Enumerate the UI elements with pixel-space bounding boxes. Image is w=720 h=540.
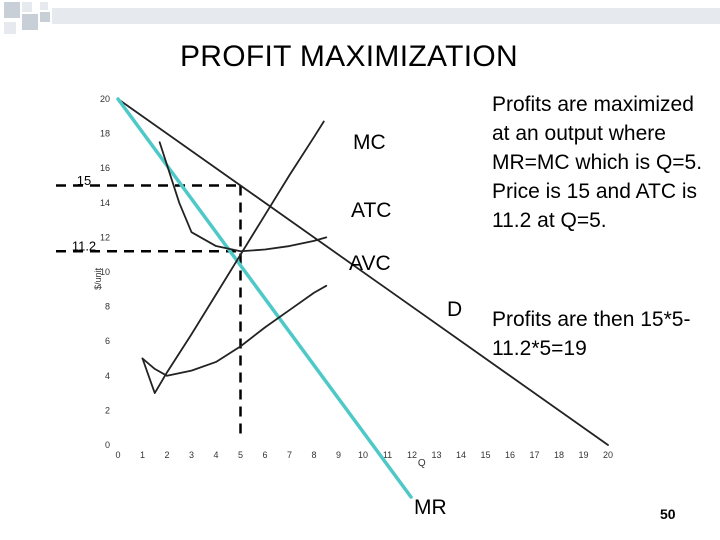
x-tick-label: 18 [554, 450, 564, 460]
x-tick-label: 7 [287, 450, 292, 460]
x-tick-label: 12 [407, 450, 417, 460]
guide-value-label: 15 [77, 173, 91, 188]
x-tick-label: 17 [529, 450, 539, 460]
curve-atc [158, 141, 328, 253]
guide-lines [56, 184, 242, 440]
y-axis-label: $/unit [93, 267, 103, 290]
deco-square [22, 2, 32, 12]
y-tick-label: 10 [100, 267, 110, 277]
x-tick-label: 6 [262, 450, 267, 460]
x-tick-label: 8 [311, 450, 316, 460]
curves [116, 97, 609, 499]
x-tick-label: 1 [140, 450, 145, 460]
y-tick-label: 14 [100, 198, 110, 208]
x-tick-label: 16 [505, 450, 515, 460]
x-tick-label: 0 [115, 450, 120, 460]
x-axis-label: Q [418, 458, 426, 469]
curve-label-avc: AVC [349, 252, 391, 275]
y-tick-label: 0 [105, 440, 110, 450]
y-tick-label: 8 [105, 302, 110, 312]
x-tick-label: 4 [213, 450, 218, 460]
deco-rule [52, 8, 720, 24]
x-tick-label: 15 [480, 450, 490, 460]
x-tick-label: 20 [603, 450, 613, 460]
deco-square [22, 14, 38, 30]
curve-d [117, 98, 609, 446]
y-tick-label: 2 [105, 405, 110, 415]
curve-mr [116, 97, 413, 499]
curve-avc [141, 284, 328, 377]
x-tick-label: 11 [383, 450, 392, 460]
deco-square [40, 12, 50, 22]
x-tick-label: 3 [189, 450, 194, 460]
deco-square [40, 2, 48, 10]
slide-title: PROFIT MAXIMIZATION [180, 40, 518, 73]
curve-label-mr: MR [414, 496, 447, 519]
curve-label-d: D [447, 298, 462, 321]
y-tick-label: 6 [105, 336, 110, 346]
explanation-paragraph-2: Profits are then 15*5-11.2*5=19 [492, 308, 691, 360]
y-tick-label: 12 [100, 232, 110, 242]
curve-mc [141, 120, 325, 395]
x-tick-label: 14 [456, 450, 466, 460]
y-tick-label: 18 [100, 129, 110, 139]
y-tick-label: 20 [100, 94, 110, 104]
explanation-paragraph-1: Profits are maximized at an output where… [492, 93, 703, 232]
guide-value-label: 11.2 [72, 239, 96, 254]
y-tick-label: 4 [105, 371, 110, 381]
x-tick-label: 10 [358, 450, 368, 460]
deco-square [4, 2, 20, 18]
y-tick-label: 16 [100, 163, 110, 173]
curve-label-atc: ATC [351, 199, 391, 222]
curve-label-mc: MC [353, 131, 386, 154]
x-tick-label: 9 [336, 450, 341, 460]
deco-square [4, 22, 16, 34]
x-tick-label: 19 [578, 450, 588, 460]
axis-ticks: 0 1 2 3 4 5 6 7 8 9 10 11 12 13 14 15 16 17 18 19 2002468101… [93, 94, 613, 469]
x-tick-label: 13 [431, 450, 441, 460]
x-tick-label: 2 [164, 450, 169, 460]
x-tick-label: 5 [238, 450, 243, 460]
page-number: 50 [660, 506, 676, 522]
